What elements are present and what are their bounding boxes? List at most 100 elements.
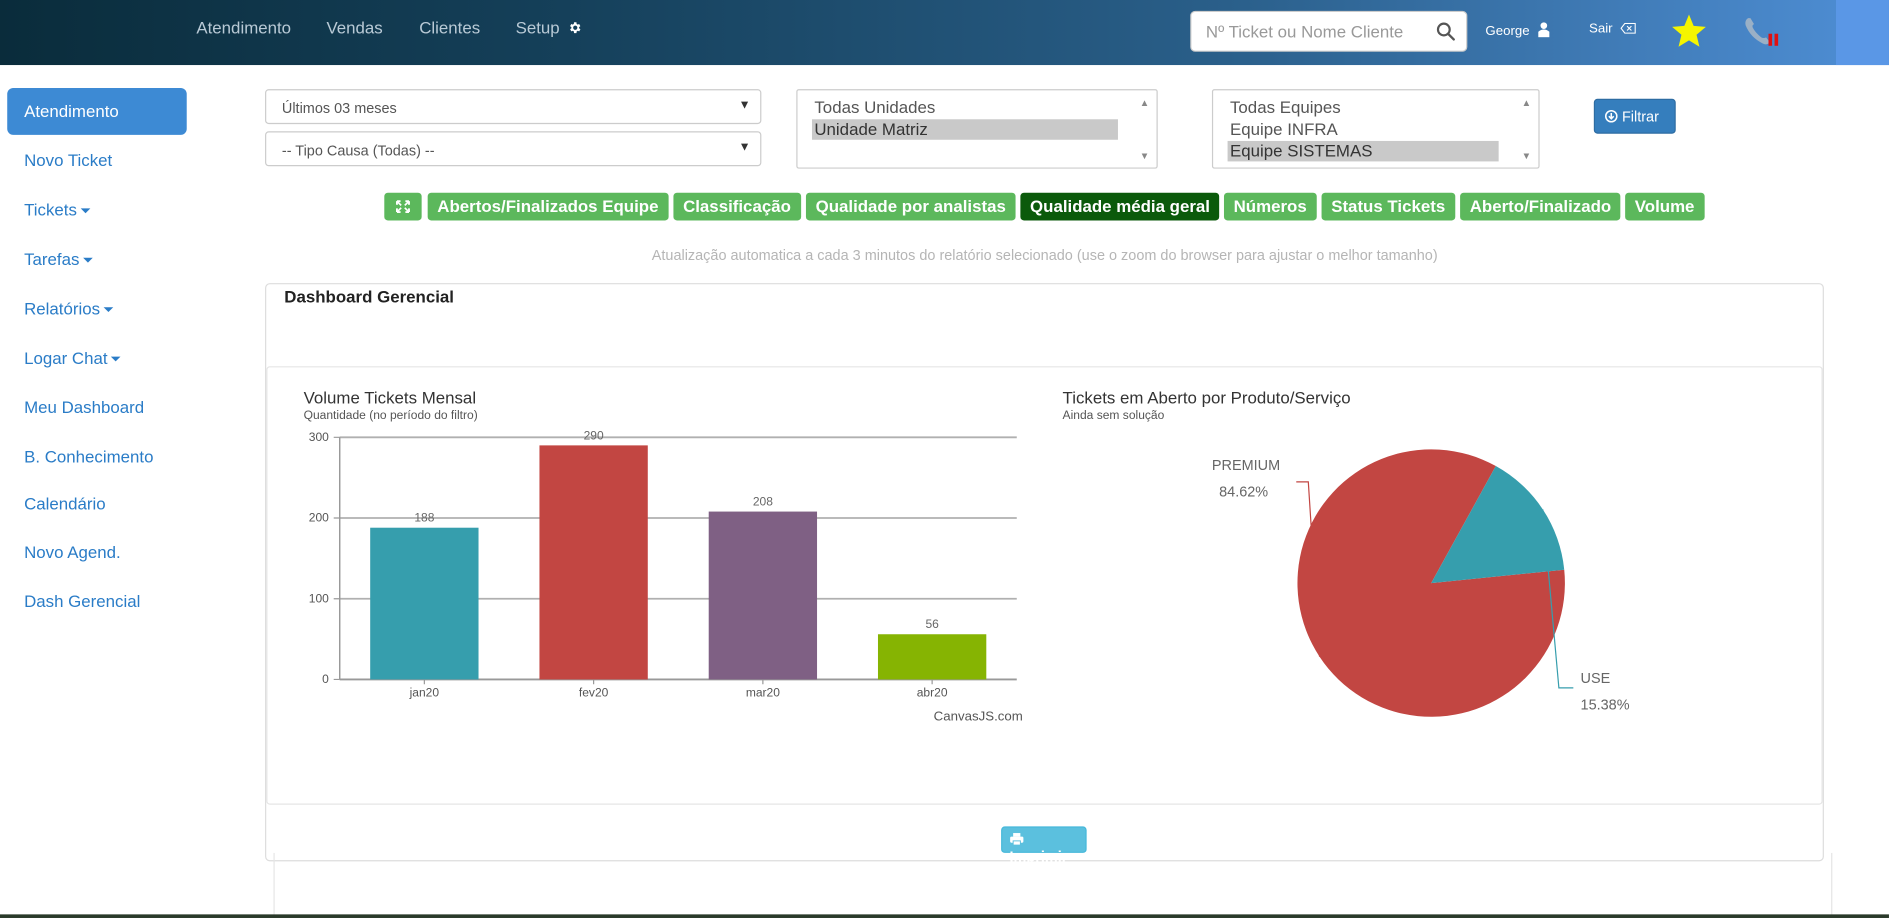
sidebar-item-label: Tickets: [24, 199, 77, 220]
charts-container: [266, 366, 1823, 805]
fullscreen-button[interactable]: [384, 192, 422, 221]
tab-classificacao[interactable]: Classificação: [673, 192, 801, 221]
bar-data-label: 188: [414, 511, 434, 525]
dropdown-arrow-icon: ▼: [738, 140, 751, 155]
tab-status-tickets[interactable]: Status Tickets: [1321, 192, 1455, 221]
sidebar-item-relatorios[interactable]: Relatórios: [24, 298, 114, 319]
nav-setup-label: Setup: [515, 18, 560, 38]
sidebar-item-novo-ticket[interactable]: Novo Ticket: [24, 150, 113, 170]
star-icon[interactable]: [1670, 12, 1709, 51]
sidebar-item-logar-chat[interactable]: Logar Chat: [24, 348, 121, 367]
gear-icon: [570, 22, 582, 34]
scroll-up-icon[interactable]: ▲: [1139, 97, 1150, 109]
teams-listbox[interactable]: Todas Equipes Equipe INFRA Equipe SISTEM…: [1211, 89, 1540, 169]
x-tick-label: jan20: [409, 685, 440, 699]
sidebar-item-tarefas[interactable]: Tarefas: [24, 249, 93, 269]
tab-numeros[interactable]: Números: [1223, 192, 1317, 221]
period-select-value: Últimos 03 meses: [281, 99, 397, 117]
panel-title: Dashboard Gerencial: [284, 286, 454, 306]
x-tick-label: mar20: [746, 685, 780, 699]
bar-mar20[interactable]: [708, 511, 818, 680]
sidebar-item-meu-dashboard[interactable]: Meu Dashboard: [24, 397, 145, 417]
dropdown-arrow-icon: ▼: [738, 98, 751, 113]
phone-icon[interactable]: [1742, 14, 1783, 50]
tab-aberto-finalizado[interactable]: Aberto/Finalizado: [1460, 192, 1621, 221]
sidebar-item-atendimento[interactable]: Atendimento: [7, 87, 187, 135]
caret-down-icon: [103, 307, 114, 313]
pie-value-use: 15.38%: [1581, 698, 1630, 714]
filter-button[interactable]: Filtrar: [1593, 98, 1676, 134]
print-button-label: Imprimir: [1009, 848, 1068, 865]
search-input[interactable]: [1191, 12, 1421, 51]
pie-slice-premium[interactable]: [1297, 449, 1565, 717]
scroll-up-icon[interactable]: ▲: [1521, 97, 1532, 109]
bar-abr20[interactable]: [877, 634, 987, 680]
logout-icon: [1619, 22, 1636, 34]
print-icon: [1010, 833, 1024, 846]
nav-clientes[interactable]: Clientes: [419, 18, 481, 38]
sidebar-item-novo-agend[interactable]: Novo Agend.: [24, 542, 121, 562]
bar-chart-title: Volume Tickets Mensal: [303, 387, 477, 408]
user-name: George: [1485, 24, 1530, 39]
nav-setup[interactable]: Setup: [516, 18, 583, 37]
nav-atendimento[interactable]: Atendimento: [196, 18, 292, 38]
pie-label-connector: [1296, 481, 1321, 657]
caret-down-icon: [83, 258, 93, 263]
caret-down-icon: [80, 208, 91, 214]
pie-chart-subtitle: Ainda sem solução: [1062, 409, 1165, 423]
pie-label-connector: [1542, 509, 1574, 689]
y-tick-label: 300: [309, 430, 329, 444]
x-tick-label: abr20: [917, 685, 948, 699]
canvasjs-credit[interactable]: CanvasJS.com: [934, 708, 1023, 723]
sidebar-item-label: Logar Chat: [24, 348, 108, 368]
period-select[interactable]: Últimos 03 meses ▼: [265, 89, 762, 125]
window-bottom-edge: [0, 914, 1889, 918]
user-menu[interactable]: George: [1485, 22, 1550, 39]
cause-type-select[interactable]: -- Tipo Causa (Todas) -- ▼: [265, 131, 762, 167]
download-circle-icon: [1604, 109, 1618, 123]
sidebar-item-dash-gerencial[interactable]: Dash Gerencial: [24, 591, 141, 611]
bar-data-label: 56: [925, 617, 939, 631]
filter-button-label: Filtrar: [1621, 108, 1659, 126]
nav-vendas[interactable]: Vendas: [326, 18, 383, 38]
y-tick-label: 200: [309, 511, 329, 525]
unit-option-todas[interactable]: Todas Unidades: [814, 97, 936, 117]
tab-abertos-finalizados-equipe[interactable]: Abertos/Finalizados Equipe: [427, 192, 669, 221]
caret-down-icon: [111, 356, 121, 362]
sidebar-item-conhecimento[interactable]: B. Conhecimento: [24, 446, 154, 467]
y-tick-label: 100: [309, 591, 329, 605]
print-button[interactable]: Imprimir: [1001, 826, 1087, 865]
bar-data-label: 290: [584, 428, 604, 442]
team-option-sistemas[interactable]: Equipe SISTEMAS: [1227, 140, 1499, 162]
scroll-down-icon[interactable]: ▼: [1521, 150, 1532, 162]
team-option-infra[interactable]: Equipe INFRA: [1229, 119, 1338, 139]
user-icon: [1538, 22, 1550, 38]
team-option-todas[interactable]: Todas Equipes: [1229, 97, 1341, 117]
units-listbox[interactable]: Todas Unidades Unidade Matriz ▲ ▼: [796, 89, 1158, 169]
bar-jan20[interactable]: [370, 527, 479, 680]
navbar-right-cap: [1835, 0, 1889, 66]
x-tick-label: fev20: [579, 685, 609, 699]
bar-fev20[interactable]: [539, 445, 648, 680]
pie-chart: PREMIUM 84.62% USE 15.38%: [1212, 449, 1630, 717]
pie-label-premium: PREMIUM: [1212, 458, 1280, 474]
panel-bottom-strip: [273, 852, 1833, 918]
sidebar-item-tickets[interactable]: Tickets: [24, 199, 91, 220]
tab-qualidade-analistas[interactable]: Qualidade por analistas: [805, 192, 1016, 221]
unit-option-matriz[interactable]: Unidade Matriz: [811, 119, 1118, 140]
tab-qualidade-media-geral[interactable]: Qualidade média geral: [1020, 192, 1220, 221]
pie-label-use: USE: [1581, 671, 1611, 687]
search-icon[interactable]: [1435, 20, 1457, 42]
cause-type-select-value: -- Tipo Causa (Todas) --: [281, 142, 435, 160]
scroll-down-icon[interactable]: ▼: [1139, 150, 1150, 162]
bar-chart: 0 100 200 300 188 jan20 290 fev20 208 mar20 56 abr2…: [309, 428, 1023, 723]
ticket-search[interactable]: [1190, 10, 1468, 52]
bar-data-label: 208: [753, 495, 773, 509]
pie-slice-use[interactable]: [1431, 466, 1565, 584]
expand-icon: [395, 200, 410, 213]
tab-volume[interactable]: Volume: [1625, 192, 1705, 221]
sidebar-item-label: Relatórios: [24, 298, 101, 319]
logout-link[interactable]: Sair: [1589, 22, 1636, 36]
logout-label: Sair: [1588, 21, 1613, 37]
sidebar-item-calendario[interactable]: Calendário: [24, 493, 106, 514]
